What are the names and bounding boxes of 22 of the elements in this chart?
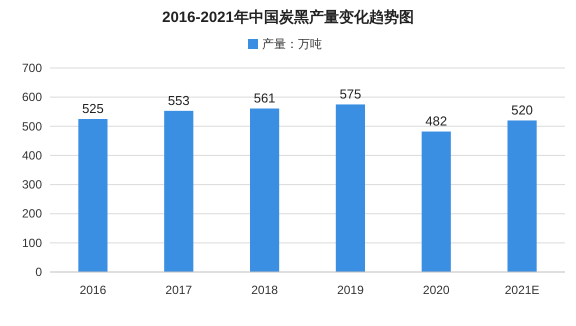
x-tick-label: 2016 [80,283,107,297]
x-tick-label: 2020 [422,283,450,297]
y-tick-label: 200 [22,206,42,221]
data-label: 525 [82,101,104,116]
y-tick-label: 700 [22,61,42,75]
y-tick-label: 400 [22,148,42,162]
x-tick-label: 2017 [165,283,192,297]
y-tick-label: 300 [22,178,42,192]
y-tick-label: 500 [22,119,42,134]
x-tick-label: 2021E [504,283,540,297]
y-tick-label: 100 [22,236,42,250]
x-tick-label: 2019 [337,283,364,297]
y-tick-label: 600 [22,90,42,104]
data-label: 520 [511,102,533,118]
chart-title: 2016-2021年中国炭黑产量变化趋势图 [162,8,414,26]
data-label: 482 [425,114,448,129]
data-label: 575 [340,86,362,102]
data-label: 561 [254,90,276,106]
y-tick-label: 0 [35,265,42,279]
legend-label: 产量：万吨 [262,37,322,51]
x-tick-label: 2018 [251,283,278,297]
data-label: 553 [168,92,190,108]
